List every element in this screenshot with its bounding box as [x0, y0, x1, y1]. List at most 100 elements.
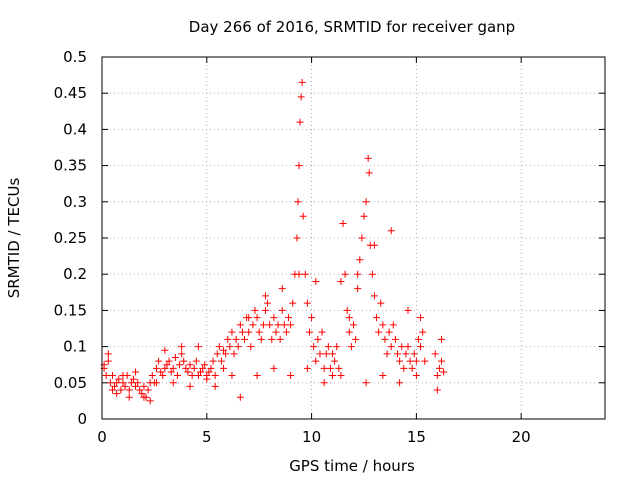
data-point [438, 335, 446, 343]
data-point [266, 321, 274, 329]
data-point [370, 292, 378, 300]
data-point [360, 212, 368, 220]
data-point [169, 379, 177, 387]
data-point [132, 382, 140, 390]
data-point [182, 364, 190, 372]
data-point [207, 364, 215, 372]
data-point [163, 361, 171, 369]
data-point [222, 350, 230, 358]
x-tick-label: 10 [302, 428, 321, 446]
data-point [176, 361, 184, 369]
data-point [108, 386, 116, 394]
data-point [264, 299, 272, 307]
data-point [261, 292, 269, 300]
data-point [412, 372, 420, 380]
y-tick-label: 0.2 [63, 265, 87, 283]
y-tick-label: 0.3 [63, 193, 87, 211]
data-point [180, 357, 188, 365]
data-point [343, 306, 351, 314]
data-point [433, 386, 441, 394]
y-tick-label: 0.05 [54, 374, 87, 392]
data-point [345, 328, 353, 336]
data-point [184, 368, 192, 376]
data-point [157, 368, 165, 376]
data-point [247, 343, 255, 351]
data-point [394, 350, 402, 358]
data-point [404, 306, 412, 314]
data-point [373, 314, 381, 322]
data-point [310, 343, 318, 351]
y-tick-label: 0.1 [63, 338, 87, 356]
data-point [287, 321, 295, 329]
y-tick-label: 0.5 [63, 48, 87, 66]
data-point [331, 357, 339, 365]
data-point [119, 379, 127, 387]
data-point [230, 350, 238, 358]
data-point [312, 357, 320, 365]
data-point [356, 256, 364, 264]
data-point [224, 335, 232, 343]
data-point [352, 335, 360, 343]
data-point [320, 364, 328, 372]
data-points [100, 78, 448, 405]
data-point [408, 364, 416, 372]
data-point [236, 321, 244, 329]
data-point [220, 364, 228, 372]
data-point [364, 154, 372, 162]
data-point [253, 314, 261, 322]
data-point [261, 306, 269, 314]
data-point [383, 350, 391, 358]
data-point [362, 379, 370, 387]
data-point [159, 372, 167, 380]
data-point [295, 162, 303, 170]
data-point [211, 372, 219, 380]
data-point [178, 350, 186, 358]
data-point [161, 346, 169, 354]
data-point [314, 335, 322, 343]
data-point [270, 364, 278, 372]
data-point [350, 321, 357, 329]
data-point [381, 335, 389, 343]
data-point [245, 328, 253, 336]
data-point [305, 328, 313, 336]
data-point [144, 386, 152, 394]
data-point [268, 335, 276, 343]
data-point [165, 357, 173, 365]
plot-frame [101, 56, 606, 420]
data-point [387, 227, 395, 235]
data-point [339, 220, 347, 228]
data-point [377, 299, 385, 307]
data-point [287, 372, 295, 380]
data-point [146, 397, 154, 405]
data-point [117, 386, 125, 394]
data-point [385, 328, 393, 336]
data-point [278, 306, 286, 314]
data-point [303, 364, 311, 372]
data-point [312, 277, 320, 285]
data-point [104, 357, 112, 365]
data-point [402, 350, 410, 358]
data-point [152, 364, 160, 372]
data-point [255, 328, 263, 336]
data-point [194, 372, 202, 380]
x-tick-label: 20 [512, 428, 531, 446]
grid-lines [102, 57, 605, 419]
data-point [136, 386, 144, 394]
data-point [245, 314, 253, 322]
data-point [354, 270, 362, 278]
data-point [329, 372, 337, 380]
data-point [375, 328, 383, 336]
data-point [303, 299, 311, 307]
data-point [121, 382, 129, 390]
data-point [257, 335, 265, 343]
data-point [272, 328, 280, 336]
data-point [368, 270, 376, 278]
data-point [199, 364, 207, 372]
y-tick-label: 0.35 [54, 157, 87, 175]
data-point [358, 234, 366, 242]
data-point [379, 321, 387, 329]
data-point [387, 343, 395, 351]
data-point [440, 368, 448, 376]
data-point [205, 368, 213, 376]
data-point [379, 372, 387, 380]
